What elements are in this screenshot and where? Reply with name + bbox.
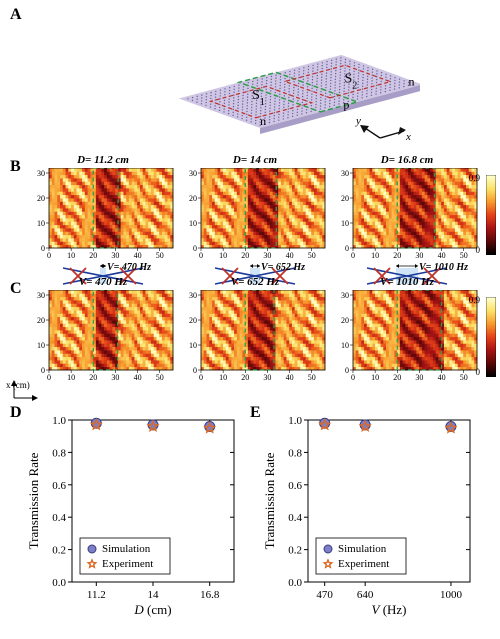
svg-text:10: 10 (37, 219, 45, 228)
svg-text:0: 0 (47, 251, 51, 260)
heatmap-title: D= 11.2 cm (30, 154, 176, 166)
heatmap-title: V= 470 Hz (30, 276, 176, 288)
svg-text:10: 10 (67, 251, 75, 260)
band-label: V= 652 Hz (261, 262, 305, 273)
heatmap: V= 652 Hz010203040500102030 (182, 290, 328, 385)
heatmap: V= 470 Hz010203040500102030 (30, 290, 176, 385)
svg-text:p: p (343, 98, 349, 112)
svg-text:n: n (408, 74, 414, 88)
svg-text:40: 40 (286, 251, 294, 260)
svg-text:0: 0 (351, 251, 355, 260)
svg-text:y: y (355, 115, 361, 127)
panel-D: 0.00.20.40.60.81.011.21416.8Transmission… (24, 410, 244, 620)
svg-text:0: 0 (41, 244, 45, 253)
band-label: V= 1010 Hz (419, 262, 468, 273)
label-A: A (10, 6, 22, 24)
svg-text:0: 0 (199, 251, 203, 260)
svg-text:20: 20 (341, 194, 349, 203)
band-label: V= 470 Hz (107, 262, 151, 273)
heatmap: D= 16.8 cm010203040500102030 (334, 168, 480, 263)
svg-text:20: 20 (241, 251, 249, 260)
svg-text:30: 30 (341, 169, 349, 178)
svg-text:0: 0 (193, 244, 197, 253)
svg-text:40: 40 (134, 251, 142, 260)
svg-text:20: 20 (89, 251, 97, 260)
svg-text:30: 30 (37, 169, 45, 178)
colorbar-min: 0 (476, 245, 481, 255)
svg-text:0: 0 (345, 244, 349, 253)
colorbar-min: 0 (476, 367, 481, 377)
heatmap-title: V= 652 Hz (182, 276, 328, 288)
svg-text:40: 40 (438, 251, 446, 260)
svg-text:30: 30 (111, 251, 119, 260)
svg-text:10: 10 (371, 251, 379, 260)
svg-text:n: n (260, 114, 266, 128)
panel-C-row: V= 470 Hz010203040500102030V= 652 Hz0102… (30, 290, 480, 385)
label-B: B (10, 158, 21, 176)
svg-text:50: 50 (156, 251, 164, 260)
panel-B-row: D= 11.2 cm010203040500102030D= 14 cm0102… (30, 168, 480, 263)
svg-text:30: 30 (189, 169, 197, 178)
colorbar-C: 0.90 (486, 297, 496, 377)
panel-A: S1S2nnpxy (80, 10, 420, 150)
colorbar-max: 0.9 (469, 295, 480, 305)
heatmap: D= 14 cm010203040500102030 (182, 168, 328, 263)
colorbar-B: 0.90 (486, 175, 496, 255)
svg-text:10: 10 (189, 219, 197, 228)
heatmap-title: V= 1010 Hz (334, 276, 480, 288)
svg-text:50: 50 (460, 251, 468, 260)
colorbar-max: 0.9 (469, 173, 480, 183)
svg-text:20: 20 (393, 251, 401, 260)
panel-E: 0.00.20.40.60.81.04706401000Transmission… (260, 410, 480, 620)
svg-text:30: 30 (415, 251, 423, 260)
svg-text:10: 10 (341, 219, 349, 228)
svg-text:30: 30 (263, 251, 271, 260)
svg-text:20: 20 (37, 194, 45, 203)
heatmap: D= 11.2 cm010203040500102030 (30, 168, 176, 263)
axis-x-label: x (cm) (6, 380, 30, 390)
xy-axes-icon: x (cm) (6, 378, 46, 411)
svg-text:x: x (405, 131, 411, 143)
heatmap-title: D= 14 cm (182, 154, 328, 166)
label-C: C (10, 280, 22, 298)
svg-text:50: 50 (308, 251, 316, 260)
figure-root: A B C D E S1S2nnpxy D= 11.2 cm0102030405… (0, 0, 500, 639)
svg-text:10: 10 (219, 251, 227, 260)
heatmap-title: D= 16.8 cm (334, 154, 480, 166)
svg-text:20: 20 (189, 194, 197, 203)
heatmap: V= 1010 Hz010203040500102030 (334, 290, 480, 385)
